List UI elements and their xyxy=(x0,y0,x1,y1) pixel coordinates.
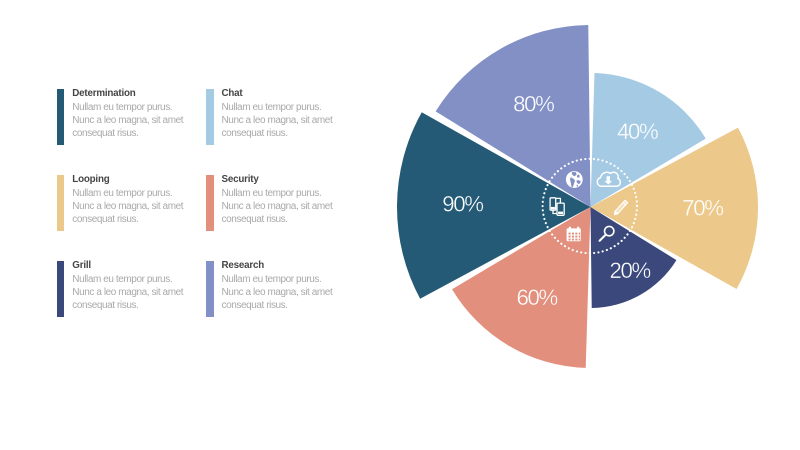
svg-text:60%: 60% xyxy=(517,285,558,310)
svg-text:70%: 70% xyxy=(682,196,723,221)
svg-text:40%: 40% xyxy=(617,119,658,144)
svg-text:20%: 20% xyxy=(610,258,651,283)
svg-text:80%: 80% xyxy=(513,92,554,117)
svg-text:90%: 90% xyxy=(442,192,483,217)
